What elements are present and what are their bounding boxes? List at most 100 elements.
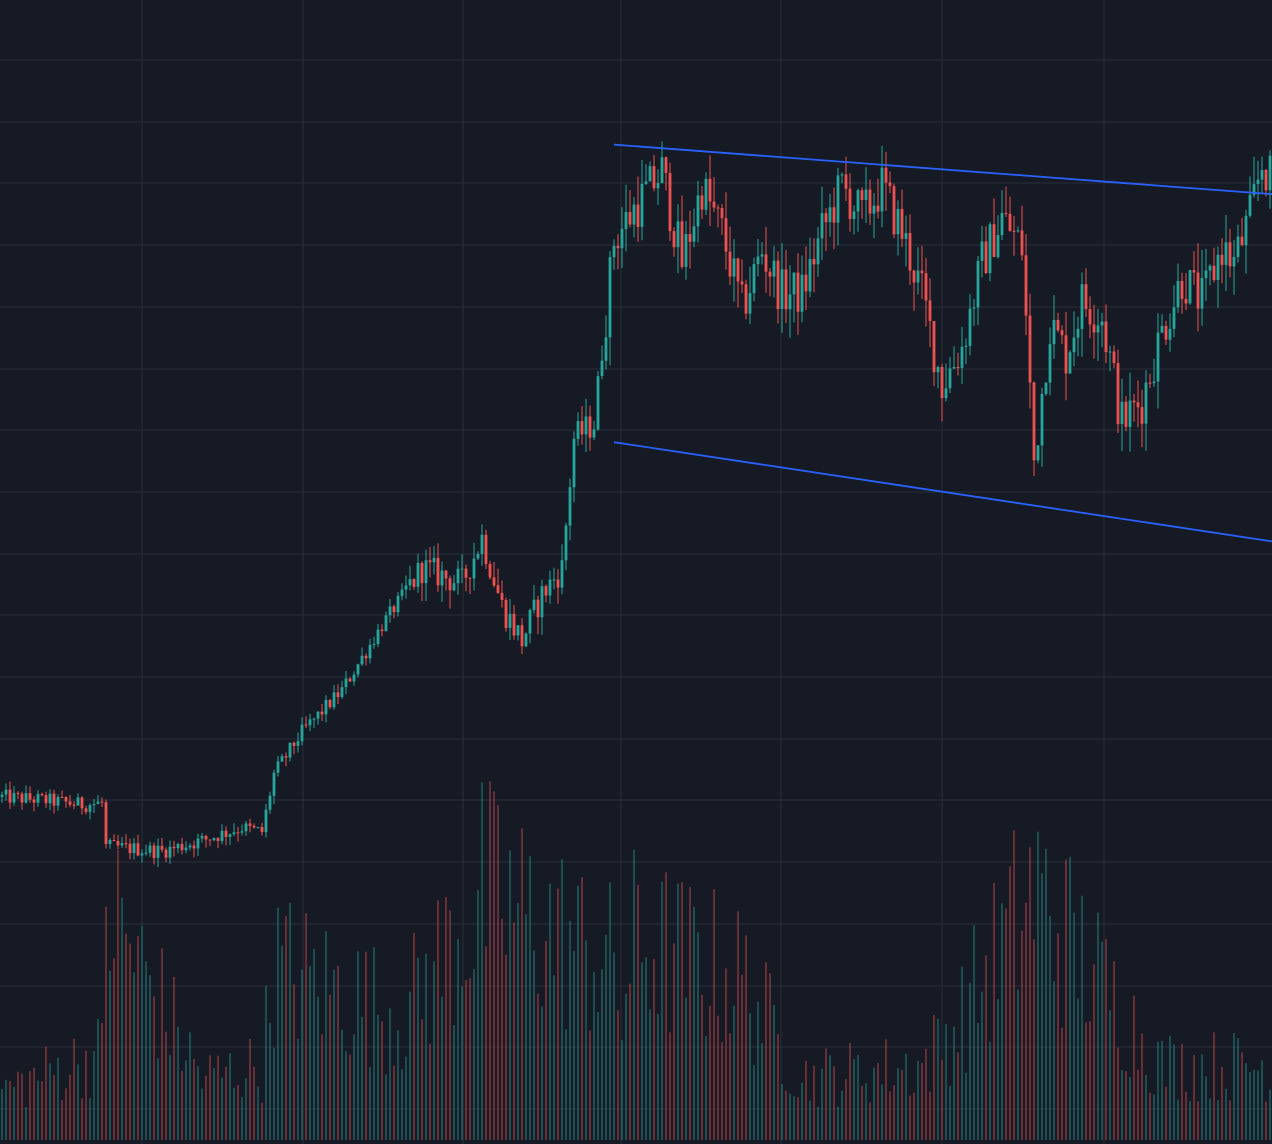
candle-body	[952, 367, 956, 369]
candle-body	[464, 568, 468, 578]
candle	[432, 546, 436, 575]
candle-body	[276, 761, 280, 773]
candle	[812, 238, 816, 293]
candle	[224, 826, 228, 846]
candle-body	[844, 174, 848, 189]
candle-body	[512, 613, 516, 636]
candle-body	[504, 600, 508, 628]
candle-body	[460, 568, 464, 570]
candle	[1240, 217, 1244, 247]
candle	[952, 346, 956, 370]
candle	[488, 560, 492, 580]
candle-body	[140, 853, 144, 856]
candle-body	[800, 274, 804, 312]
candle	[340, 680, 344, 699]
candle-body	[560, 560, 564, 588]
candle-body	[8, 789, 12, 803]
candle	[440, 561, 444, 602]
candle	[184, 841, 188, 854]
candle-body	[60, 797, 64, 798]
candle	[524, 632, 528, 648]
candle-body	[48, 793, 52, 804]
candle-body	[896, 208, 900, 235]
candle-body	[196, 838, 200, 849]
candle-body	[1132, 400, 1136, 403]
candle-body	[652, 166, 656, 189]
candle	[360, 647, 364, 666]
candle-body	[756, 256, 760, 265]
candle	[712, 177, 716, 212]
candle-body	[56, 797, 60, 806]
candle-body	[420, 563, 424, 584]
candle	[1252, 156, 1256, 198]
candle	[1048, 327, 1052, 396]
candle-body	[448, 578, 452, 591]
candle-body	[88, 805, 92, 812]
candle	[804, 246, 808, 310]
candle	[1152, 358, 1156, 387]
candle	[512, 605, 516, 640]
candle-body	[968, 308, 972, 346]
candle-body	[960, 346, 964, 368]
candle-body	[1244, 215, 1248, 246]
candle-body	[1076, 329, 1080, 338]
candle-body	[948, 368, 952, 389]
candle-body	[1148, 382, 1152, 384]
candle	[328, 698, 332, 710]
candle	[944, 363, 948, 402]
candle-body	[944, 388, 948, 399]
candle	[784, 249, 788, 323]
candle	[612, 239, 616, 270]
candle	[396, 592, 400, 617]
candle-body	[92, 804, 96, 806]
candle-body	[328, 700, 332, 708]
candle	[260, 822, 264, 836]
candle	[772, 245, 776, 298]
trendline-upper[interactable]	[613, 143, 1272, 196]
candle-body	[1172, 307, 1176, 329]
candle	[708, 155, 712, 226]
trendline-layer[interactable]	[613, 143, 1272, 543]
candle	[1236, 224, 1240, 263]
candle	[296, 732, 300, 753]
candle-body	[992, 224, 996, 257]
candle-body	[840, 174, 844, 176]
trendline-lower[interactable]	[613, 441, 1272, 543]
candle	[32, 796, 36, 812]
candle-body	[280, 756, 284, 762]
candle	[808, 237, 812, 298]
candle-body	[740, 281, 744, 285]
candle-body	[588, 416, 592, 438]
candle	[836, 167, 840, 246]
candle-body	[500, 593, 504, 600]
candle	[976, 256, 980, 326]
candle	[460, 554, 464, 584]
candle	[1220, 238, 1224, 284]
candle	[240, 824, 244, 836]
candle-body	[956, 367, 960, 368]
candle	[468, 577, 472, 594]
candle-body	[208, 839, 212, 841]
candle-body	[416, 563, 420, 587]
candle	[700, 186, 704, 219]
candle	[212, 837, 216, 842]
candle-body	[1200, 278, 1204, 309]
candle-body	[360, 655, 364, 665]
candle-body	[704, 178, 708, 210]
candle	[948, 357, 952, 394]
candle-body	[1072, 337, 1076, 353]
candle-body	[1116, 363, 1120, 425]
candle	[264, 804, 268, 838]
candle	[1156, 313, 1160, 409]
candle-body	[600, 360, 604, 376]
candle	[940, 363, 944, 422]
candle	[720, 204, 724, 235]
candle-body	[68, 801, 72, 805]
candle-body	[748, 293, 752, 314]
candle-body	[1232, 257, 1236, 267]
candle	[152, 842, 156, 865]
candle-body	[936, 367, 940, 373]
